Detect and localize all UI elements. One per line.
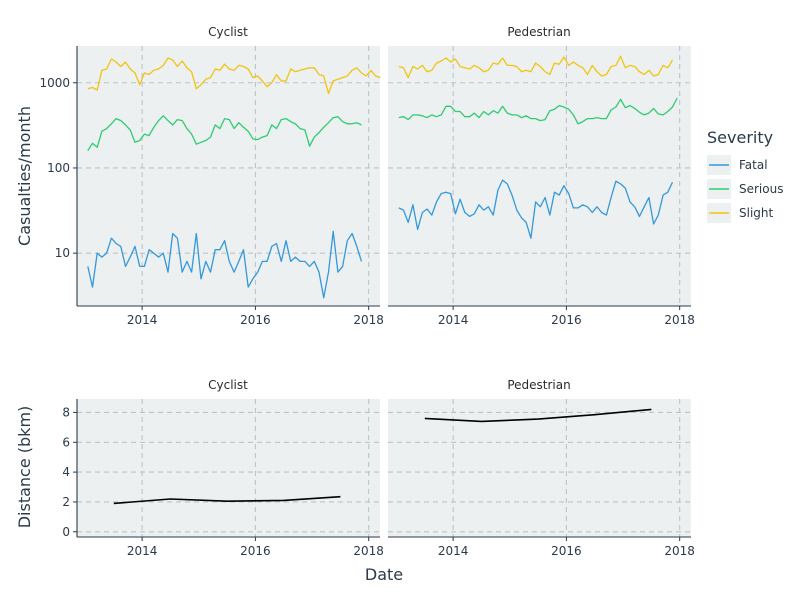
series-line-cyclist-casualties-fatal [87, 230, 363, 299]
x-tick-label-cyclist-distance-2016: 2016 [240, 544, 271, 558]
legend-label-fatal: Fatal [739, 158, 768, 172]
y-tick-label-cyclist-distance-0: 0 [62, 525, 70, 539]
legend-label-serious: Serious [739, 182, 783, 196]
x-tick-label-cyclist-casualties-2016: 2016 [240, 313, 271, 327]
y-tick-label-cyclist-distance-8: 8 [62, 405, 70, 419]
x-tick-label-pedestrian-distance-2016: 2016 [551, 544, 582, 558]
y-tick-label-cyclist-distance-4: 4 [62, 465, 70, 479]
x-tick-label-pedestrian-casualties-2016: 2016 [551, 313, 582, 327]
strip-label-cyclist-bottom: Cyclist [208, 378, 248, 392]
x-tick-label-pedestrian-casualties-2014: 2014 [438, 313, 469, 327]
legend: Severity Fatal Serious Slight [707, 128, 783, 223]
legend-title: Severity [707, 128, 773, 147]
panel-cyclist-distance: 2014 2016 2018 0 2 4 6 8 [62, 399, 384, 558]
series-line-pedestrian-casualties-slight [398, 55, 674, 79]
x-tick-label-pedestrian-casualties-2018: 2018 [664, 313, 695, 327]
strip-label-pedestrian-top: Pedestrian [507, 25, 570, 39]
x-tick-label-cyclist-distance-2018: 2018 [353, 544, 384, 558]
x-tick-label-cyclist-casualties-2018: 2018 [353, 313, 384, 327]
panel-background-cyclist-distance [77, 399, 380, 537]
panel-background-cyclist-casualties [77, 46, 380, 306]
panel-background-pedestrian-distance [388, 399, 691, 537]
y-axis-title-casualties: Casualties/month [15, 106, 34, 246]
x-tick-label-pedestrian-distance-2018: 2018 [664, 544, 695, 558]
legend-label-slight: Slight [739, 206, 774, 220]
x-tick-label-pedestrian-distance-2014: 2014 [438, 544, 469, 558]
panel-cyclist-casualties: 2014 2016 2018 10 100 1000 [39, 46, 384, 327]
x-axis-title: Date [365, 565, 403, 584]
x-tick-label-cyclist-distance-2014: 2014 [127, 544, 158, 558]
legend-item-serious: Serious [707, 179, 783, 199]
panel-background-pedestrian-casualties [388, 46, 691, 306]
series-line-cyclist-casualties-serious [87, 115, 362, 151]
panel-pedestrian-casualties: 2014 2016 2018 [388, 46, 695, 327]
y-tick-label-cyclist-distance-2: 2 [62, 495, 70, 509]
y-tick-label-cyclist-casualties-100: 100 [47, 161, 70, 175]
legend-item-slight: Slight [707, 203, 774, 223]
y-tick-label-cyclist-casualties-10: 10 [55, 246, 70, 260]
x-tick-label-cyclist-casualties-2014: 2014 [127, 313, 158, 327]
strip-label-pedestrian-bottom: Pedestrian [507, 378, 570, 392]
y-axis-title-distance: Distance (bkm) [15, 406, 34, 529]
series-line-cyclist-distance-distance [113, 495, 341, 505]
series-line-cyclist-casualties-slight [87, 57, 381, 95]
series-line-pedestrian-distance-distance [424, 408, 652, 423]
series-line-pedestrian-casualties-serious [398, 97, 678, 125]
legend-item-fatal: Fatal [707, 155, 768, 175]
y-tick-label-cyclist-distance-6: 6 [62, 435, 70, 449]
panel-pedestrian-distance: 2014 2016 2018 [388, 399, 695, 558]
strip-label-cyclist-top: Cyclist [208, 25, 248, 39]
y-tick-label-cyclist-casualties-1000: 1000 [39, 76, 70, 90]
series-line-pedestrian-casualties-fatal [398, 179, 674, 239]
